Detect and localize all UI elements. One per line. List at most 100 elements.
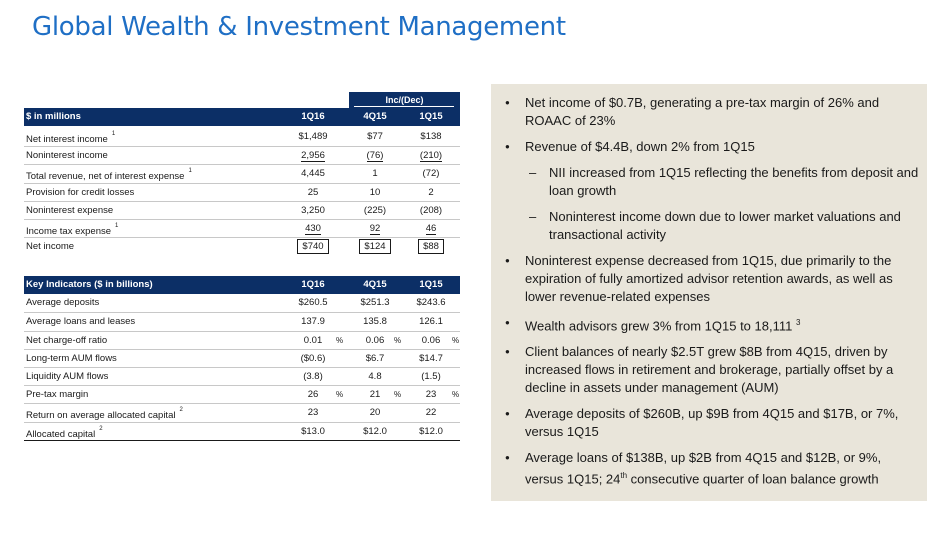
- cell-value: 126.1: [419, 316, 443, 328]
- row-label: Total revenue, net of interest expense: [26, 171, 185, 183]
- row-label: Allocated capital: [26, 428, 96, 440]
- sub-bullet-item: NII increased from 1Q15 reflecting the b…: [501, 164, 921, 200]
- table1-header-row: $ in millions 1Q16 4Q15 1Q15: [24, 108, 460, 127]
- footnote-marker: 2: [99, 425, 103, 432]
- table-row: Net charge-off ratio 0.01 % 0.06 % 0.06 …: [24, 330, 460, 349]
- highlights-list: Net income of $0.7B, generating a pre-ta…: [501, 94, 921, 497]
- bullet-item: Average loans of $138B, up $2B from 4Q15…: [501, 449, 921, 488]
- cell-value: 25: [307, 186, 319, 198]
- table-row: Net interest income1 $1,489 $77 $138: [24, 128, 460, 146]
- row-label: Noninterest income: [26, 150, 108, 162]
- bullet-item: Revenue of $4.4B, down 2% from 1Q15: [501, 138, 921, 156]
- row-label: Net interest income: [26, 134, 108, 146]
- row-label: Income tax expense: [26, 226, 112, 238]
- row-label: Average deposits: [26, 297, 100, 309]
- table-row: Long-term AUM flows ($0.6) $6.7 $14.7: [24, 348, 460, 367]
- table2-col-1q16: 1Q16: [301, 279, 325, 290]
- footnote-marker: 1: [188, 168, 192, 175]
- table2-col-1q15: 1Q15: [419, 279, 443, 290]
- percent-sign: %: [394, 390, 402, 400]
- cell-value: (3.8): [303, 370, 323, 382]
- table-row: Pre-tax margin 26 % 21 % 23 %: [24, 385, 460, 403]
- table-row: Income tax expense1 430 92 46: [24, 218, 460, 238]
- inc-dec-divider: [354, 106, 454, 107]
- cell-value: 21: [369, 389, 381, 401]
- table-row: Average loans and leases 137.9 135.8 126…: [24, 312, 460, 330]
- table1-col-1q15: 1Q15: [419, 111, 443, 122]
- percent-sign: %: [336, 390, 344, 400]
- cell-value: (1.5): [421, 370, 441, 382]
- row-label: Long-term AUM flows: [26, 352, 117, 364]
- cell-value: $14.7: [419, 352, 443, 364]
- table-row: Net income $740 $124 $88: [24, 237, 460, 255]
- row-label: Provision for credit losses: [26, 186, 135, 198]
- highlights-panel: Net income of $0.7B, generating a pre-ta…: [491, 84, 927, 501]
- row-label: Liquidity AUM flows: [26, 370, 109, 382]
- cell-value: 26: [307, 389, 319, 401]
- cell-value: $88: [418, 239, 444, 255]
- row-label: Pre-tax margin: [26, 389, 89, 401]
- cell-value: $12.0: [419, 425, 443, 437]
- bullet-text: Average loans of $138B, up $2B from 4Q15…: [525, 450, 882, 487]
- cell-value: 2,956: [301, 150, 325, 163]
- table-row: Noninterest income 2,956 (76) (210): [24, 146, 460, 164]
- bullet-item: Client balances of nearly $2.5T grew $8B…: [501, 343, 921, 397]
- cell-value: $740: [297, 239, 329, 255]
- bullet-item: Net income of $0.7B, generating a pre-ta…: [501, 94, 921, 130]
- cell-value: 430: [305, 222, 321, 235]
- cell-value: 0.06: [421, 334, 441, 346]
- cell-value: 23: [425, 389, 437, 401]
- row-label: Return on average allocated capital: [26, 410, 176, 422]
- table-row: Return on average allocated capital2 23 …: [24, 403, 460, 421]
- cell-value: (210): [419, 150, 443, 163]
- row-label: Net charge-off ratio: [26, 334, 108, 346]
- cell-value: 135.8: [363, 316, 387, 328]
- bullet-text: consecutive quarter of loan balance grow…: [627, 471, 879, 487]
- table-row: Allocated capital2 $13.0 $12.0 $12.0: [24, 421, 460, 440]
- cell-value: 22: [425, 407, 437, 419]
- table-row: Total revenue, net of interest expense1 …: [24, 164, 460, 183]
- footnote-marker: 3: [795, 318, 801, 327]
- cell-value: 4.8: [368, 370, 382, 382]
- footnote-marker: 1: [111, 131, 116, 137]
- bullet-text: Wealth advisors grew 3% from 1Q15 to 18,…: [525, 318, 793, 334]
- cell-value: 92: [369, 222, 381, 235]
- row-label: Net income: [26, 241, 75, 253]
- table2-bottom-rule: [24, 439, 460, 441]
- cell-value: (208): [419, 204, 443, 216]
- cell-value: $260.5: [298, 297, 328, 309]
- table-row: Liquidity AUM flows (3.8) 4.8 (1.5): [24, 366, 460, 385]
- table2-header-label: Key Indicators ($ in billions): [26, 279, 153, 290]
- cell-value: 46: [425, 222, 437, 235]
- table-row: Average deposits $260.5 $251.3 $243.6: [24, 294, 460, 312]
- key-indicators-table: Key Indicators ($ in billions) 1Q16 4Q15…: [24, 276, 460, 441]
- sub-bullet-item: Noninterest income down due to lower mar…: [501, 208, 921, 244]
- inc-dec-header: Inc/(Dec): [349, 92, 460, 108]
- cell-value: $13.0: [301, 425, 325, 437]
- cell-value: 10: [369, 186, 381, 198]
- cell-value: $12.0: [363, 425, 387, 437]
- cell-value: 137.9: [301, 316, 325, 328]
- cell-value: (76): [366, 150, 384, 163]
- cell-value: 3,250: [301, 204, 325, 216]
- footnote-marker: 1: [115, 222, 119, 229]
- cell-value: $1,489: [298, 131, 328, 142]
- table1-col-4q15: 4Q15: [363, 111, 387, 122]
- percent-sign: %: [336, 335, 344, 345]
- footnote-marker: 2: [179, 407, 183, 414]
- cell-value: (72): [422, 168, 440, 180]
- bullet-item: Average deposits of $260B, up $9B from 4…: [501, 405, 921, 441]
- cell-value: 0.06: [365, 334, 385, 346]
- percent-sign: %: [452, 335, 460, 345]
- cell-value: $243.6: [416, 297, 446, 309]
- table-row: Provision for credit losses 25 10 2: [24, 182, 460, 201]
- cell-value: 20: [369, 407, 381, 419]
- cell-value: $77: [367, 131, 383, 142]
- ordinal-suffix: th: [620, 471, 628, 481]
- cell-value: $6.7: [365, 352, 385, 364]
- page-title: Global Wealth & Investment Management: [32, 12, 566, 42]
- row-label: Average loans and leases: [26, 316, 136, 328]
- percent-sign: %: [452, 390, 460, 400]
- table-row: Noninterest expense 3,250 (225) (208): [24, 200, 460, 219]
- cell-value: $124: [359, 239, 391, 255]
